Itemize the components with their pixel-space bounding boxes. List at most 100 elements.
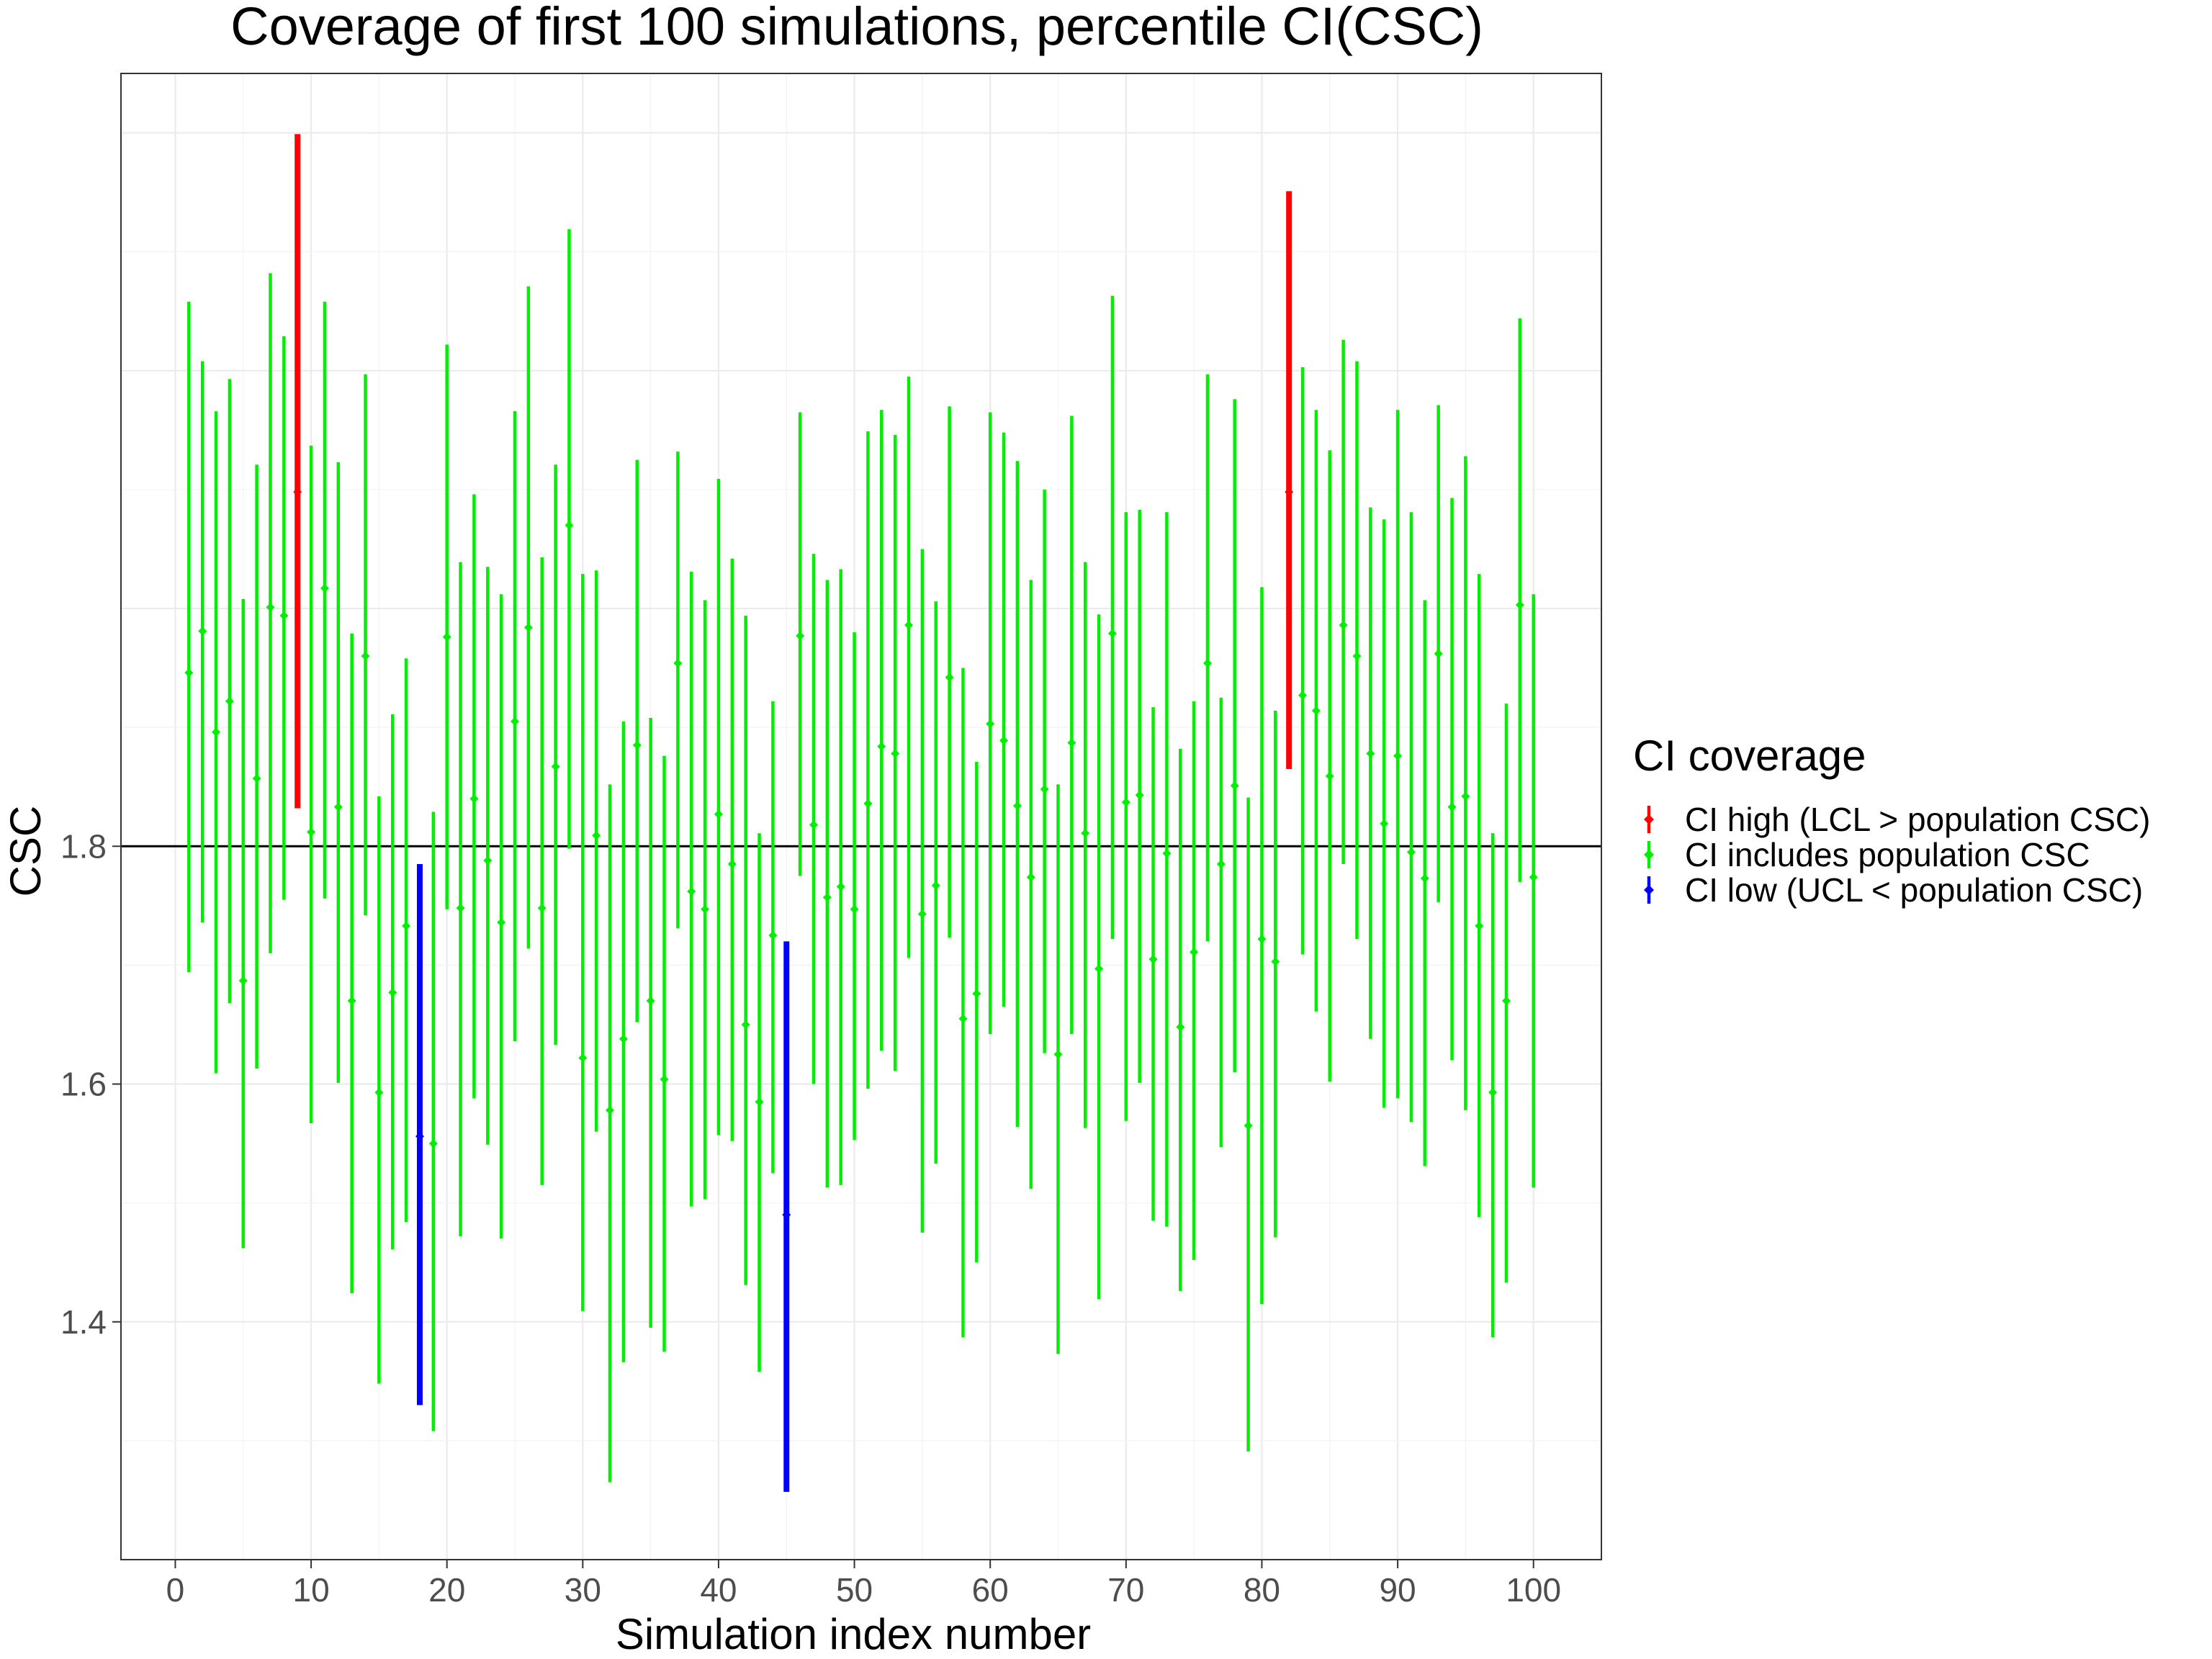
- point-estimate: [986, 719, 995, 729]
- point-estimate: [347, 996, 356, 1005]
- point-estimate: [1216, 860, 1226, 869]
- point-estimate: [904, 621, 914, 630]
- point-estimate: [1529, 873, 1538, 882]
- error-bar: [592, 570, 601, 1132]
- point-estimate: [537, 904, 547, 913]
- point-estimate: [1339, 621, 1348, 630]
- error-bar: [1244, 797, 1253, 1452]
- error-bar: [836, 569, 845, 1185]
- error-bar: [184, 302, 194, 973]
- point-estimate: [701, 904, 710, 914]
- point-estimate: [578, 1053, 588, 1063]
- legend-title: CI coverage: [1633, 732, 1866, 780]
- point-estimate: [972, 989, 981, 999]
- point-estimate: [1406, 848, 1416, 857]
- point-estimate: [1162, 849, 1172, 858]
- point-estimate: [646, 996, 655, 1005]
- plot-panel-border: [120, 73, 1602, 1560]
- error-bar: [320, 302, 329, 899]
- error-bar: [198, 361, 207, 922]
- error-bar: [252, 464, 261, 1069]
- error-bar: [646, 717, 655, 1328]
- x-tick-label: 100: [1506, 1571, 1561, 1609]
- point-estimate: [999, 736, 1009, 745]
- point-estimate: [931, 881, 940, 890]
- x-tick-label: 70: [1107, 1571, 1144, 1609]
- error-bar: [1475, 574, 1484, 1218]
- error-bar: [1285, 191, 1294, 769]
- legend-label: CI high (LCL > population CSC): [1685, 801, 2150, 838]
- legend-item: CI includes population CSC: [1644, 836, 2090, 873]
- error-bar: [741, 615, 750, 1285]
- point-estimate: [1393, 751, 1403, 760]
- error-bar: [986, 412, 995, 1035]
- error-bar: [1081, 562, 1090, 1128]
- point-estimate: [293, 487, 302, 497]
- point-estimate: [279, 611, 289, 620]
- point-estimate: [374, 1088, 384, 1097]
- legend: CI coverage CI high (LCL > population CS…: [1633, 732, 2150, 909]
- error-bar: [1501, 703, 1511, 1283]
- point-estimate: [1230, 781, 1239, 791]
- point-estimate: [809, 820, 818, 830]
- error-bar: [1190, 701, 1199, 1260]
- point-estimate: [1094, 964, 1104, 974]
- point-estimate: [1488, 1088, 1498, 1097]
- error-bar: [1380, 519, 1389, 1108]
- y-tick-label: 1.6: [60, 1066, 107, 1103]
- error-bar: [442, 344, 451, 909]
- error-bar: [497, 594, 506, 1239]
- error-bar: [958, 667, 968, 1338]
- error-bar: [999, 432, 1009, 1007]
- point-estimate: [1026, 873, 1035, 882]
- x-tick-label: 80: [1244, 1571, 1280, 1609]
- point-estimate: [714, 809, 723, 819]
- error-bar: [972, 762, 981, 1263]
- point-estimate: [469, 794, 479, 804]
- error-bar: [1434, 405, 1443, 902]
- point-estimate: [1067, 738, 1076, 747]
- legend-key-point: [1644, 850, 1654, 860]
- error-bar: [632, 459, 642, 1022]
- point-estimate: [796, 631, 805, 641]
- y-tick-label: 1.4: [60, 1303, 107, 1341]
- point-estimate: [891, 749, 900, 758]
- error-bar: [1352, 361, 1362, 940]
- point-estimate: [1257, 935, 1267, 944]
- error-bar: [822, 580, 832, 1188]
- point-estimate: [1012, 801, 1022, 811]
- error-bar: [1515, 318, 1524, 882]
- x-tick-label: 60: [972, 1571, 1009, 1609]
- legend-label: CI low (UCL < population CSC): [1685, 871, 2143, 909]
- point-estimate: [225, 696, 234, 706]
- error-bar: [891, 434, 900, 1071]
- error-bar: [523, 286, 533, 949]
- error-bar: [768, 701, 778, 1174]
- error-bar: [565, 229, 574, 849]
- error-bar: [469, 494, 479, 1099]
- point-estimate: [1176, 1022, 1185, 1032]
- point-estimate: [1135, 791, 1144, 800]
- error-bars: [184, 134, 1538, 1492]
- error-bar: [293, 134, 302, 809]
- error-bar: [279, 336, 289, 900]
- error-bar: [796, 412, 805, 876]
- x-tick-label: 50: [836, 1571, 873, 1609]
- error-bar: [428, 811, 438, 1431]
- error-bar: [755, 833, 764, 1372]
- error-bar: [1366, 507, 1375, 1039]
- error-bar: [456, 562, 465, 1236]
- error-bar: [1053, 784, 1063, 1354]
- error-bar: [1311, 410, 1321, 1012]
- error-bar: [727, 558, 737, 1141]
- error-bar: [1488, 833, 1498, 1338]
- point-estimate: [1053, 1050, 1063, 1059]
- error-bar: [402, 658, 411, 1223]
- point-estimate: [863, 799, 873, 808]
- point-estimate: [511, 716, 520, 726]
- point-estimate: [1190, 948, 1199, 957]
- point-estimate: [673, 658, 683, 667]
- error-bar: [1339, 339, 1348, 865]
